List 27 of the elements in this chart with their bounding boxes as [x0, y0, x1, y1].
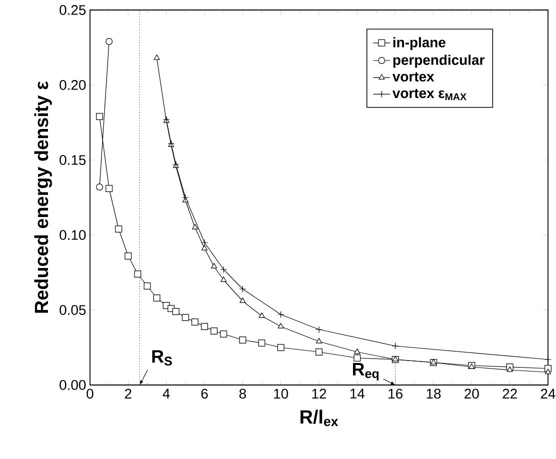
legend-label: vortex ε$_{MAX}$ [392, 88, 466, 100]
x-tick-label: 14 [350, 388, 365, 398]
legend-label: perpendicular [393, 54, 484, 68]
x-tick-label: 22 [502, 388, 517, 399]
x-tick-label: 12 [312, 388, 326, 399]
x-tick-label: 16 [388, 388, 402, 399]
annotation: R$_{eq}$ [352, 363, 379, 381]
x-axis-title: R/l$_{ex}$ [300, 410, 338, 426]
legend-label: vortex [392, 72, 434, 82]
y-axis-title: Reduced energy density ε [34, 81, 52, 313]
x-tick-label: 4 [162, 388, 170, 398]
x-tick-label: 8 [239, 388, 246, 399]
x-tick-label: 6 [201, 388, 208, 399]
x-tick-label: 0 [86, 388, 94, 399]
y-tick-label: 0.00 [60, 380, 86, 390]
y-tick-label: 0.25 [60, 5, 86, 15]
x-tick-label: 20 [464, 388, 479, 399]
y-tick-label: 0.15 [60, 155, 86, 165]
y-tick-label: 0.05 [60, 305, 86, 315]
x-tick-label: 2 [124, 388, 132, 399]
x-tick-label: 10 [274, 388, 288, 399]
ref-line-label: R$_{S}$ [152, 350, 172, 366]
y-tick-label: 0.10 [60, 230, 86, 240]
x-tick-label: 24 [540, 388, 556, 399]
y-tick-label: 0.20 [60, 80, 86, 90]
legend-label: in-plane [393, 37, 446, 50]
x-tick-label: 18 [426, 388, 441, 399]
